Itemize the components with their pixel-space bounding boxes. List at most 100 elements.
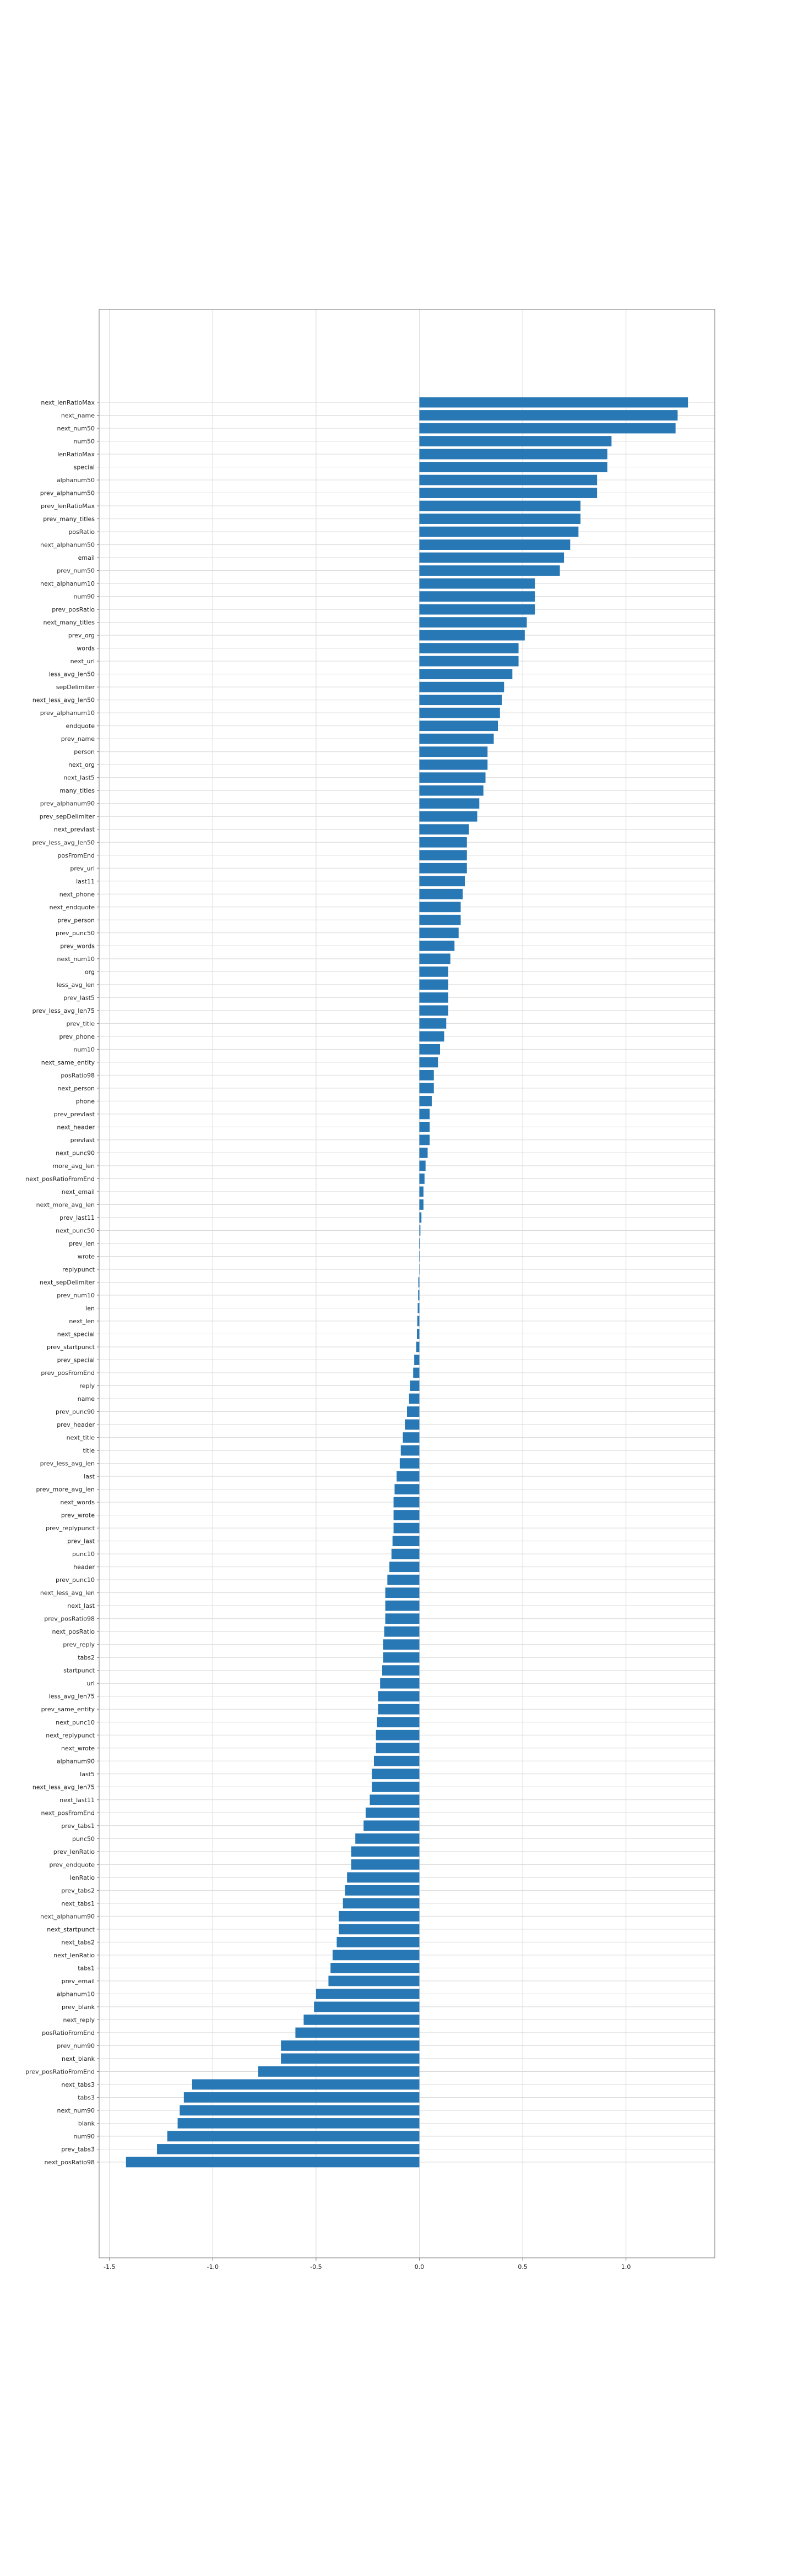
y-tick-label: alphanum50: [57, 477, 95, 484]
y-tick-label: next_tabs2: [61, 1939, 95, 1946]
bar-next-num10: [419, 953, 450, 964]
y-tick-label: next_less_avg_len50: [32, 697, 95, 704]
bar-last11: [419, 876, 465, 887]
y-tick-label: next_many_titles: [43, 619, 95, 626]
bar-next-punc10: [377, 1717, 420, 1728]
y-tick-label: next_words: [60, 1499, 95, 1506]
y-tick-label: prev_wrote: [61, 1512, 95, 1519]
bar-next-posratiofromend: [419, 1174, 425, 1184]
y-tick-label: next_lenRatio: [53, 1952, 95, 1959]
bar-prev-posfromend: [413, 1367, 420, 1378]
bar-phone: [419, 1095, 432, 1106]
y-tick-label: email: [78, 554, 95, 561]
bar-tabs3: [183, 2092, 420, 2103]
bar-next-endquote: [419, 902, 461, 913]
bar-prev-posratiofromend: [258, 2066, 420, 2077]
y-tick-label: next_prevlast: [54, 826, 95, 833]
y-tick-label: next_num90: [57, 2107, 95, 2114]
y-tick-label: next_posRatio98: [44, 2159, 95, 2166]
bar-reply: [410, 1380, 420, 1391]
y-tick-label: prev_lenRatioMax: [41, 503, 95, 510]
y-tick-label: alphanum90: [57, 1758, 95, 1765]
y-tick-label: endquote: [66, 723, 95, 730]
y-tick-label: next_last: [67, 1602, 95, 1609]
y-tick-label: next_posRatioFromEnd: [25, 1175, 95, 1182]
y-tick-label: next_posRatio: [52, 1628, 95, 1635]
bar-many-titles: [419, 785, 484, 796]
y-tick-label: next_last5: [63, 774, 95, 782]
bar-more-avg-len: [419, 1160, 426, 1171]
bar-next-name: [419, 410, 678, 421]
bar-lenratio: [347, 1872, 420, 1883]
y-tick-label: next_email: [62, 1188, 95, 1196]
y-tick-label: name: [78, 1395, 95, 1402]
y-tick-label: next_num10: [57, 956, 95, 963]
bar-num50: [419, 436, 612, 446]
bar-prev-posratio98: [385, 1613, 420, 1624]
y-tick-label: header: [73, 1564, 95, 1571]
bar-last: [397, 1471, 420, 1482]
x-tick-label: 1.0: [621, 2263, 631, 2271]
bar-prev-alphanum90: [419, 798, 480, 809]
y-tick-label: posRatio: [68, 528, 95, 536]
y-tick-label: prev_prevlast: [54, 1111, 95, 1118]
bar-prev-url: [419, 863, 467, 874]
y-tick-label: prev_org: [68, 632, 95, 639]
y-tick-label: next_punc90: [56, 1149, 95, 1156]
y-tick-label: next_name: [61, 412, 95, 419]
bar-prev-many-titles: [419, 514, 581, 524]
y-tick-label: next_startpunct: [47, 1926, 95, 1933]
bar-endquote: [419, 721, 498, 732]
y-tick-label: posRatioFromEnd: [42, 2029, 95, 2037]
bar-less-avg-len75: [378, 1691, 420, 1702]
bar-posratio98: [419, 1069, 434, 1080]
bar-prev-header: [405, 1419, 420, 1430]
bar-next-alphanum90: [339, 1911, 420, 1922]
bar-header: [389, 1562, 420, 1573]
bar-sepdelimiter: [419, 681, 504, 692]
bar-last5: [372, 1769, 420, 1780]
bar-blank: [177, 2118, 420, 2129]
y-tick-label: next_wrote: [61, 1745, 95, 1752]
y-tick-label: prev_special: [57, 1357, 95, 1364]
y-tick-label: num10: [73, 1046, 95, 1053]
y-tick-label: len: [85, 1305, 95, 1312]
y-tick-label: punc10: [72, 1551, 95, 1558]
bar-next-punc50: [419, 1225, 421, 1236]
y-tick-label: blank: [78, 2120, 95, 2127]
y-tick-label: prev_endquote: [49, 1861, 95, 1868]
y-tick-label: prev_name: [61, 735, 95, 743]
y-tick-label: title: [83, 1447, 95, 1454]
y-tick-label: prev_last: [67, 1538, 95, 1545]
y-tick-label: prev_blank: [62, 2004, 95, 2011]
y-tick-label: prev_posRatio98: [44, 1616, 95, 1623]
y-tick-label: last11: [76, 878, 95, 885]
bar-prev-last5: [419, 992, 449, 1003]
bar-next-less-avg-len50: [419, 695, 502, 706]
bar-prev-reply: [383, 1639, 420, 1650]
bar-prev-wrote: [393, 1510, 420, 1521]
bar-next-num90: [180, 2105, 420, 2116]
y-tick-label: more_avg_len: [52, 1163, 95, 1170]
y-tick-label: prev_punc90: [56, 1409, 95, 1416]
x-axis-ticks: -1.5 -1.0 -0.5 0.0 0.5 1.0: [104, 2258, 631, 2271]
y-tick-label: prev_tabs1: [61, 1822, 95, 1830]
bar-tabs1: [330, 1962, 420, 1973]
y-tick-label: person: [74, 749, 95, 756]
y-tick-label: prev_less_avg_len50: [32, 839, 95, 846]
bar-next-tabs1: [343, 1898, 420, 1909]
x-tick-label: 0.5: [518, 2263, 528, 2271]
bar-prev-punc50: [419, 927, 459, 938]
y-tick-label: last: [84, 1473, 95, 1480]
y-tick-label: prev_num90: [57, 2042, 95, 2049]
bar-next-org: [419, 759, 488, 770]
bar-next-url: [419, 656, 519, 667]
y-tick-label: posFromEnd: [57, 852, 95, 859]
y-tick-label: prev_posFromEnd: [41, 1369, 95, 1377]
bar-next-num50: [419, 423, 676, 434]
y-tick-label: tabs1: [78, 1964, 95, 1972]
y-tick-label: prev_last11: [59, 1214, 95, 1221]
bar-len: [417, 1303, 420, 1313]
bar-next-less-avg-len75: [372, 1781, 420, 1792]
